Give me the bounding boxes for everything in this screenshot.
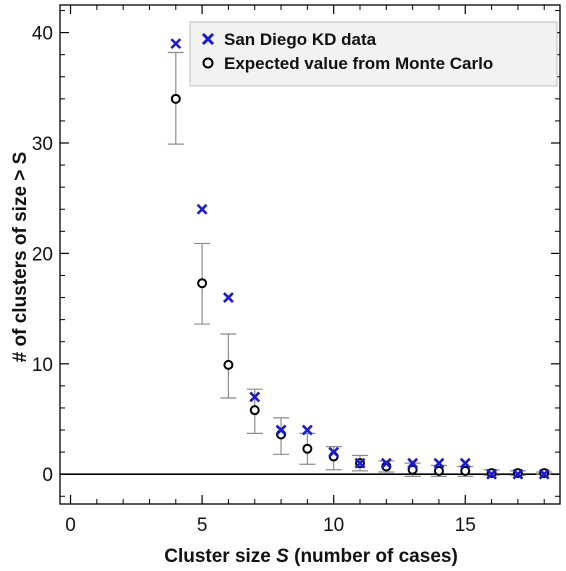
data-point-x: [223, 292, 234, 303]
data-point-x: [512, 468, 524, 480]
data-point-x: [196, 203, 208, 215]
monte-carlo-point: [249, 405, 260, 416]
data-point-x: [170, 38, 182, 50]
data-point-x-stroke-b: [486, 468, 497, 480]
y-tick-label: 0: [42, 465, 53, 486]
data-point-x: [407, 457, 419, 469]
data-point-x: [328, 446, 340, 458]
data-point-x-stroke-b: [512, 468, 524, 480]
x-tick-label: 15: [455, 515, 476, 536]
plot-frame: [59, 4, 561, 505]
monte-carlo-point: [433, 465, 444, 476]
monte-carlo-point: [170, 93, 181, 104]
y-tick-label: 30: [32, 134, 53, 155]
data-point-x: [249, 391, 261, 403]
data-point-x-stroke-b: [170, 38, 182, 50]
error-bars: [167, 51, 553, 478]
monte-carlo-point: [197, 278, 208, 289]
data-point-x-stroke-b: [301, 424, 313, 436]
x-tick-label: 5: [197, 515, 208, 536]
legend-marker-circle: [202, 57, 214, 69]
data-point-x: [459, 457, 471, 469]
data-point-x-stroke-b: [459, 457, 471, 469]
data-point-x: [433, 457, 445, 469]
y-tick-label: 20: [32, 244, 53, 265]
x-tick-label: 0: [65, 515, 76, 536]
data-point-x: [301, 424, 313, 436]
data-point-x: [275, 424, 287, 436]
data-markers: [170, 38, 550, 480]
legend-label-data: San Diego KD data: [224, 30, 377, 49]
data-point-x: [486, 468, 497, 480]
legend: San Diego KD data Expected value from Mo…: [189, 21, 558, 87]
data-point-x: [538, 468, 550, 480]
data-point-x-stroke-b: [538, 468, 550, 480]
data-point-x-stroke-b: [249, 391, 261, 403]
data-point-x-stroke-b: [275, 424, 287, 436]
y-axis-label: # of clusters of size > S: [10, 152, 31, 363]
monte-carlo-point: [223, 359, 234, 370]
data-point-x: [354, 457, 366, 469]
x-tick-label: 10: [323, 515, 344, 536]
y-tick-label: 10: [32, 355, 53, 376]
data-point-x-stroke-b: [196, 203, 208, 215]
monte-carlo-point: [302, 443, 313, 454]
monte-carlo-point: [460, 465, 471, 476]
legend-marker-x: [201, 32, 215, 46]
plot-area: [59, 4, 561, 505]
monte-carlo-point: [407, 464, 418, 475]
data-point-x-stroke-b: [328, 446, 340, 458]
data-point-x-stroke-b: [407, 457, 419, 469]
data-point-x-stroke-b: [354, 457, 366, 469]
data-point-x: [380, 457, 392, 469]
legend-box: [189, 21, 558, 87]
y-tick-label: 40: [32, 24, 53, 45]
legend-label-monte-carlo: Expected value from Monte Carlo: [224, 54, 493, 73]
x-axis-label: Cluster size S (number of cases): [164, 546, 458, 567]
data-point-x-stroke-b: [223, 292, 234, 303]
ticks: 0 5 10 15 0 10 20 30 40: [32, 5, 560, 536]
data-point-x-stroke-b: [433, 457, 445, 469]
data-point-x-stroke-b: [380, 457, 392, 469]
